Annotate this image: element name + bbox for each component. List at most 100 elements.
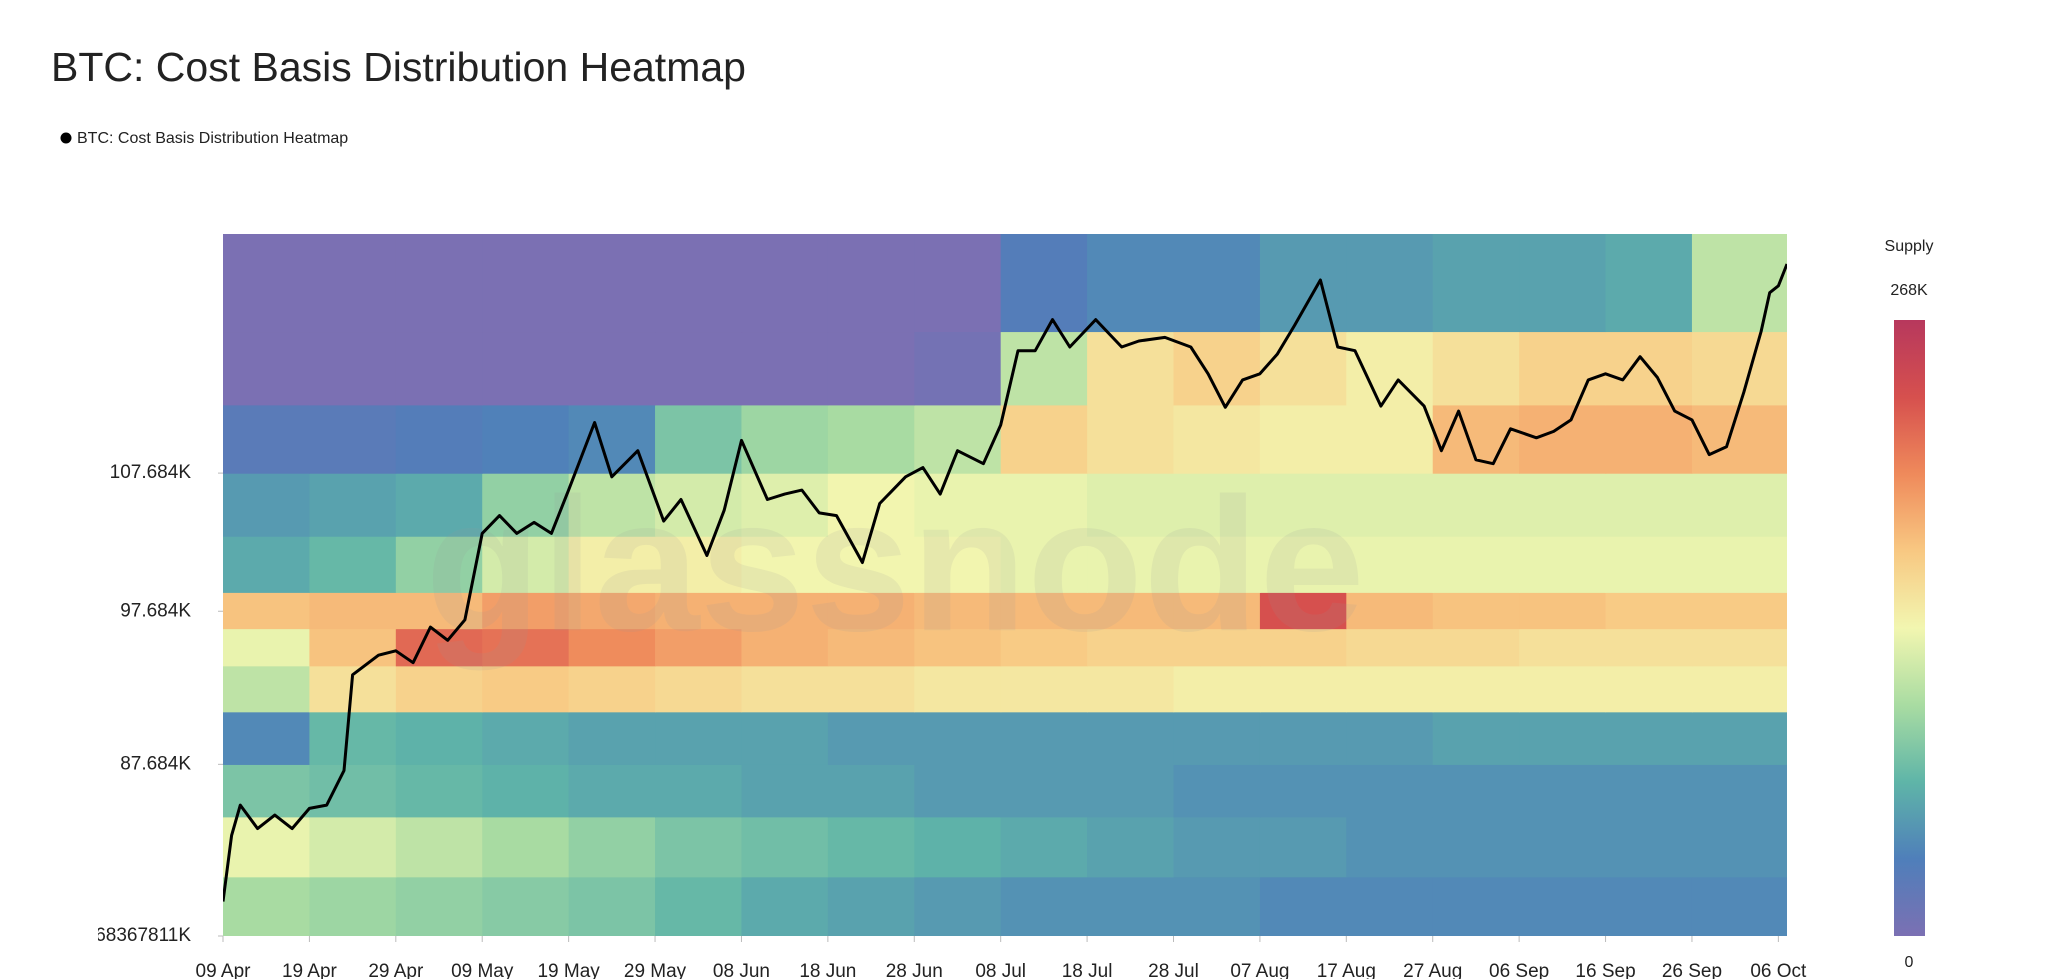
- heatmap-cell: [655, 816, 743, 878]
- heatmap-cell: [1173, 628, 1261, 667]
- heatmap-cell: [223, 764, 311, 818]
- heatmap-cell: [1519, 628, 1607, 667]
- heatmap-cell: [395, 665, 483, 713]
- heatmap-cell: [309, 473, 397, 537]
- heatmap-cell: [395, 764, 483, 818]
- heatmap-cell: [1259, 473, 1347, 537]
- heatmap-cell: [655, 331, 743, 406]
- y-tick-label: 107.684K: [110, 462, 192, 483]
- heatmap-cell: [655, 628, 743, 667]
- heatmap-cell: [655, 711, 743, 765]
- heatmap-cell: [741, 764, 829, 818]
- heatmap-cell: [1259, 404, 1347, 474]
- heatmap-cell: [1605, 536, 1693, 593]
- x-tick-label: 07 Aug: [1230, 961, 1289, 979]
- heatmap-cell: [1087, 473, 1175, 537]
- heatmap-cell: [1000, 536, 1088, 593]
- heatmap-cell: [1691, 665, 1787, 713]
- heatmap-cell: [223, 816, 311, 878]
- heatmap-cell: [914, 628, 1002, 667]
- heatmap-cell: [1519, 816, 1607, 878]
- heatmap-cell: [395, 473, 483, 537]
- heatmap-cell: [568, 331, 656, 406]
- heatmap-cell: [1605, 473, 1693, 537]
- heatmap-cell: [1691, 628, 1787, 667]
- heatmap-cell: [1173, 876, 1261, 936]
- heatmap-cell: [482, 331, 570, 406]
- heatmap-cell: [1346, 628, 1434, 667]
- heatmap-cell: [1000, 234, 1088, 333]
- heatmap-cell: [309, 628, 397, 667]
- heatmap-cell: [1432, 473, 1520, 537]
- heatmap-cell: [914, 592, 1002, 630]
- heatmap-cell: [741, 592, 829, 630]
- heatmap-cell: [568, 711, 656, 765]
- heatmap-cell: [741, 331, 829, 406]
- heatmap-cell: [827, 665, 915, 713]
- heatmap-cell: [1000, 628, 1088, 667]
- heatmap-cell: [1346, 711, 1434, 765]
- colorbar: [1894, 320, 1925, 936]
- heatmap-cell: [827, 628, 915, 667]
- x-tick-label: 29 May: [624, 961, 687, 979]
- heatmap-cell: [223, 404, 311, 474]
- heatmap-cell: [741, 536, 829, 593]
- heatmap-cell: [395, 876, 483, 936]
- heatmap-cell: [1000, 764, 1088, 818]
- watermark: glassnode: [425, 459, 1365, 671]
- heatmap-cell: [914, 764, 1002, 818]
- heatmap-cell: [827, 592, 915, 630]
- heatmap-cell: [1691, 331, 1787, 406]
- legend-label: BTC: Cost Basis Distribution Heatmap: [77, 130, 348, 147]
- heatmap-cell: [482, 404, 570, 474]
- heatmap-cell: [568, 592, 656, 630]
- heatmap-cell: [568, 876, 656, 936]
- heatmap-cell: [1259, 711, 1347, 765]
- heatmap-cell: [309, 404, 397, 474]
- heatmap-cell: [1605, 234, 1693, 333]
- heatmap-cell: [1691, 234, 1787, 333]
- x-tick-label: 29 Apr: [368, 961, 424, 979]
- x-tick-label: 06 Oct: [1750, 961, 1807, 979]
- x-tick-label: 16 Sep: [1575, 961, 1635, 979]
- heatmap-cell: [1691, 876, 1787, 936]
- heatmap-cell: [1691, 816, 1787, 878]
- heatmap-cell: [223, 592, 311, 630]
- heatmap-cell: [1173, 404, 1261, 474]
- heatmap-cell: [223, 331, 311, 406]
- heatmap-cell: [1519, 404, 1607, 474]
- heatmap-cell: [914, 536, 1002, 593]
- heatmap-cell: [1259, 764, 1347, 818]
- heatmap-cell: [1000, 473, 1088, 537]
- heatmap-cell: [741, 628, 829, 667]
- heatmap-cell: [482, 876, 570, 936]
- x-tick-label: 18 Jun: [799, 961, 856, 979]
- heatmap-cell: [1346, 234, 1434, 333]
- heatmap-cell: [1605, 592, 1693, 630]
- colorbar-max-label: 268K: [1890, 282, 1928, 299]
- heatmap-cell: [482, 816, 570, 878]
- heatmap-cell: [914, 234, 1002, 333]
- heatmap-cell: [1173, 536, 1261, 593]
- heatmap-cell: [395, 404, 483, 474]
- heatmap-cell: [1259, 876, 1347, 936]
- heatmap-cell: [741, 816, 829, 878]
- heatmap-cell: [482, 665, 570, 713]
- heatmap-cell: [827, 876, 915, 936]
- heatmap-cell: [395, 816, 483, 878]
- heatmap-cell: [741, 404, 829, 474]
- heatmap-cell: [1691, 473, 1787, 537]
- heatmap-cell: [1087, 876, 1175, 936]
- heatmap-cell: [223, 628, 311, 667]
- heatmap-cell: [655, 536, 743, 593]
- heatmap-cell: [914, 876, 1002, 936]
- heatmap-cell: [1259, 234, 1347, 333]
- heatmap-cell: [827, 816, 915, 878]
- heatmap-cell: [914, 331, 1002, 406]
- heatmap-cell: [1173, 592, 1261, 630]
- heatmap-cell: [1519, 665, 1607, 713]
- heatmap-cell: [1346, 764, 1434, 818]
- heatmap-cell: [482, 628, 570, 667]
- heatmap-cell: [914, 473, 1002, 537]
